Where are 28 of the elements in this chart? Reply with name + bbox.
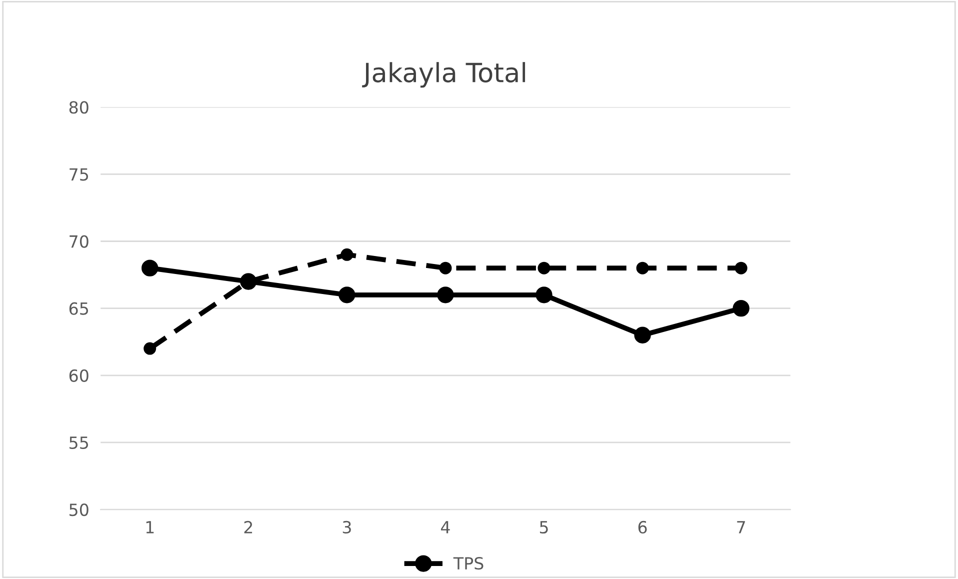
x-tick-label: 4 — [440, 521, 450, 534]
point — [439, 262, 452, 274]
x-tick-label: 7 — [737, 521, 745, 534]
x-tick-label: 3 — [342, 520, 351, 534]
point — [734, 262, 748, 274]
point — [340, 248, 354, 261]
point — [636, 262, 649, 274]
point — [144, 342, 156, 355]
x-tick-label: 5 — [540, 521, 548, 534]
x-tick-label: 1 — [146, 521, 154, 534]
point — [634, 326, 651, 344]
x-tick-label: 6 — [638, 520, 647, 534]
y-tick-label: 80 — [69, 101, 88, 114]
point — [732, 300, 750, 317]
point — [142, 260, 158, 276]
legend-label: TPS — [453, 557, 484, 570]
y-tick-label: 60 — [69, 369, 88, 382]
point — [538, 262, 550, 274]
y-tick-label: 75 — [70, 168, 88, 181]
x-tick-label: 2 — [244, 520, 252, 534]
point — [536, 286, 552, 304]
y-tick-label: 65 — [69, 302, 88, 315]
y-tick-label: 70 — [70, 235, 88, 248]
y-tick-label: 55 — [70, 436, 88, 450]
point — [338, 286, 356, 304]
y-tick-label: 50 — [70, 503, 88, 516]
chart-title: Jakayla Total — [362, 62, 526, 88]
point — [437, 286, 454, 304]
